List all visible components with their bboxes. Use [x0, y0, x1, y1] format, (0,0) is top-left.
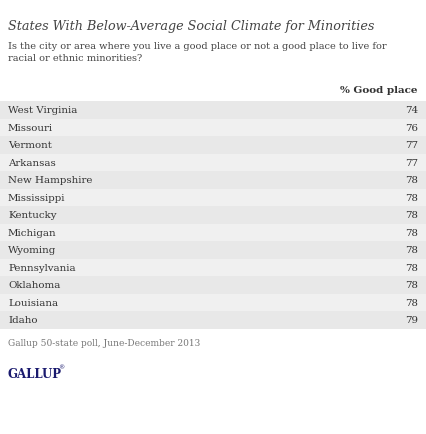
Text: 78: 78	[405, 281, 418, 289]
Text: 78: 78	[405, 193, 418, 202]
Text: 74: 74	[405, 106, 418, 115]
Text: Louisiana: Louisiana	[8, 298, 58, 307]
Text: Pennsylvania: Pennsylvania	[8, 263, 76, 272]
Text: Missouri: Missouri	[8, 123, 53, 132]
Text: Oklahoma: Oklahoma	[8, 281, 60, 289]
Bar	[0, 276, 426, 294]
Text: ®: ®	[58, 365, 64, 370]
Text: Arkansas: Arkansas	[8, 158, 56, 168]
Text: 78: 78	[405, 211, 418, 220]
Text: Michigan: Michigan	[8, 228, 57, 237]
Text: Kentucky: Kentucky	[8, 211, 57, 220]
Bar	[0, 241, 426, 259]
Bar	[0, 102, 426, 119]
Text: Mississippi: Mississippi	[8, 193, 66, 202]
Text: 79: 79	[405, 316, 418, 325]
Text: 77: 77	[405, 141, 418, 150]
Bar	[0, 259, 426, 276]
Text: Is the city or area where you live a good place or not a good place to live for
: Is the city or area where you live a goo…	[8, 42, 387, 62]
Text: 78: 78	[405, 298, 418, 307]
Text: Gallup 50-state poll, June-December 2013: Gallup 50-state poll, June-December 2013	[8, 339, 200, 348]
Text: States With Below-Average Social Climate for Minorities: States With Below-Average Social Climate…	[8, 20, 374, 33]
Text: 78: 78	[405, 263, 418, 272]
Text: New Hampshire: New Hampshire	[8, 176, 92, 185]
Bar	[0, 137, 426, 154]
Bar	[0, 207, 426, 224]
Bar	[0, 311, 426, 329]
Text: West Virginia: West Virginia	[8, 106, 78, 115]
Text: 78: 78	[405, 176, 418, 185]
Text: 77: 77	[405, 158, 418, 168]
Text: % Good place: % Good place	[340, 86, 418, 95]
Bar	[0, 224, 426, 241]
Text: 76: 76	[405, 123, 418, 132]
Bar	[0, 154, 426, 171]
Text: Idaho: Idaho	[8, 316, 37, 325]
Text: 78: 78	[405, 228, 418, 237]
Text: GALLUP: GALLUP	[8, 367, 62, 380]
Bar	[0, 171, 426, 189]
Text: 78: 78	[405, 246, 418, 255]
Text: Vermont: Vermont	[8, 141, 52, 150]
Bar	[0, 294, 426, 311]
Text: Wyoming: Wyoming	[8, 246, 56, 255]
Bar	[0, 189, 426, 207]
Bar	[0, 119, 426, 137]
